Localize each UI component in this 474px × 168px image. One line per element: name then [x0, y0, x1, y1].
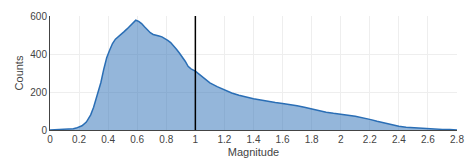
svg-text:0.6: 0.6	[130, 134, 144, 145]
svg-text:1.8: 1.8	[305, 134, 319, 145]
svg-text:Counts: Counts	[13, 55, 25, 90]
svg-text:2.2: 2.2	[363, 134, 377, 145]
svg-text:2.6: 2.6	[421, 134, 435, 145]
svg-text:0: 0	[41, 125, 47, 136]
svg-text:400: 400	[30, 49, 47, 60]
svg-text:0.4: 0.4	[101, 134, 115, 145]
svg-text:200: 200	[30, 87, 47, 98]
svg-text:600: 600	[30, 11, 47, 22]
svg-text:1: 1	[193, 134, 199, 145]
svg-text:0.8: 0.8	[159, 134, 173, 145]
svg-text:0: 0	[47, 134, 53, 145]
svg-text:1.6: 1.6	[276, 134, 290, 145]
svg-text:2.8: 2.8	[450, 134, 464, 145]
svg-text:Magnitude: Magnitude	[228, 146, 279, 158]
svg-text:1.2: 1.2	[217, 134, 231, 145]
svg-text:2.4: 2.4	[392, 134, 406, 145]
svg-text:1.4: 1.4	[247, 134, 261, 145]
svg-text:0.2: 0.2	[72, 134, 86, 145]
svg-text:2: 2	[338, 134, 344, 145]
